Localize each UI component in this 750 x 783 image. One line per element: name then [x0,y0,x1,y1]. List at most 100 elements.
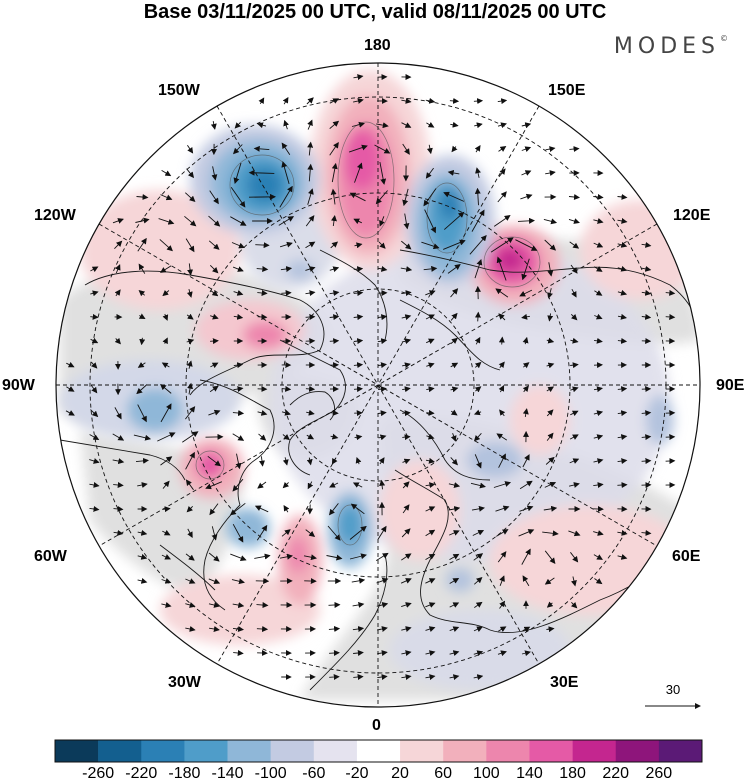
wind-vector [498,361,505,369]
wind-vector [210,121,217,130]
wind-vector [451,145,458,153]
wind-vector [231,578,245,585]
copyright-mark: © [720,34,728,43]
wind-vector [570,264,578,274]
wind-vector [159,265,172,273]
wind-vector [496,433,508,441]
wind-vector [210,290,219,297]
wind-vector [545,170,556,176]
wind-vector [521,170,532,176]
wind-vector [135,217,150,224]
wind-vector [162,289,170,297]
wind-vector [617,241,628,248]
wind-vector [447,169,460,176]
wind-vector [328,503,339,516]
wind-vector [306,97,314,105]
wind-vector [379,162,387,185]
wind-vector [499,409,506,417]
wind-vector [425,290,436,296]
wind-vector [641,241,652,248]
colorbar-swatch [313,740,358,762]
wind-vector [471,505,485,512]
wind-vector [208,578,221,585]
wind-vector [522,454,530,468]
wind-vector [185,451,195,470]
wind-vector [278,216,295,226]
colorbar-swatch [572,740,617,762]
wind-vector [569,434,579,440]
wind-vector [498,168,506,178]
wind-vector [256,626,269,633]
lon-label-90w: 90W [2,377,35,394]
wind-vector [233,313,244,320]
wind-vector [401,528,411,538]
wind-vector [349,553,367,560]
wind-vector [257,289,268,296]
wind-vector [136,194,149,201]
wind-vector [520,193,533,200]
wind-vector [255,242,270,249]
wind-vector [617,553,628,560]
wind-vector [471,209,485,232]
colorbar-tick-label: 220 [602,765,630,782]
wind-vector [185,553,195,561]
wind-vector [305,385,316,392]
wind-vector [184,215,197,227]
wind-vector [641,434,652,441]
wind-vector [569,458,580,464]
colorbar [54,739,703,763]
wind-vector [306,457,313,466]
wind-vector [307,188,314,205]
wind-vector [133,434,152,441]
wind-vector [546,362,555,369]
wind-vector [379,216,385,227]
wind-vector [161,554,172,560]
wind-vector [544,481,557,488]
wind-vector [89,505,100,512]
wind-vector [569,241,580,249]
wind-vector [617,386,628,393]
lon-label-120w: 120W [34,207,76,224]
wind-vector [593,458,604,465]
wind-vector [256,602,269,609]
wind-vector [209,385,219,393]
wind-vector [330,409,339,416]
wind-vector [521,313,530,320]
wind-vector [542,530,559,537]
wind-vector [158,218,175,225]
wind-vectors [65,73,676,681]
wind-vector [377,525,387,540]
wind-vector [474,361,482,369]
wind-vector [570,386,579,393]
wind-vector [470,482,486,489]
wind-vector [248,169,275,176]
wind-vector [138,263,146,274]
wind-vector [402,504,410,514]
wind-vector [401,314,412,321]
wind-vector [210,362,219,369]
wind-vector [443,239,466,250]
wind-vector [402,481,410,489]
wind-vector [282,96,289,105]
wind-vector [353,386,363,393]
wind-vector [205,481,223,490]
wind-vector [641,313,652,320]
wind-vector [474,454,482,469]
wind-vector [305,314,316,321]
wind-vector [329,482,339,488]
wind-vector [185,602,196,608]
wind-vector [450,312,458,321]
wind-vector [209,264,219,274]
wind-vector [258,433,267,441]
wind-vector [208,240,220,250]
wind-vector [665,289,676,296]
wind-vector [402,458,411,465]
wind-vector [425,674,436,681]
wind-vector [546,626,555,633]
wind-vector [425,167,434,179]
wind-vector [593,410,604,417]
lon-label-0: 0 [372,717,381,734]
wind-vector [114,407,122,420]
wind-vector [352,626,365,632]
wind-vector [424,209,436,234]
